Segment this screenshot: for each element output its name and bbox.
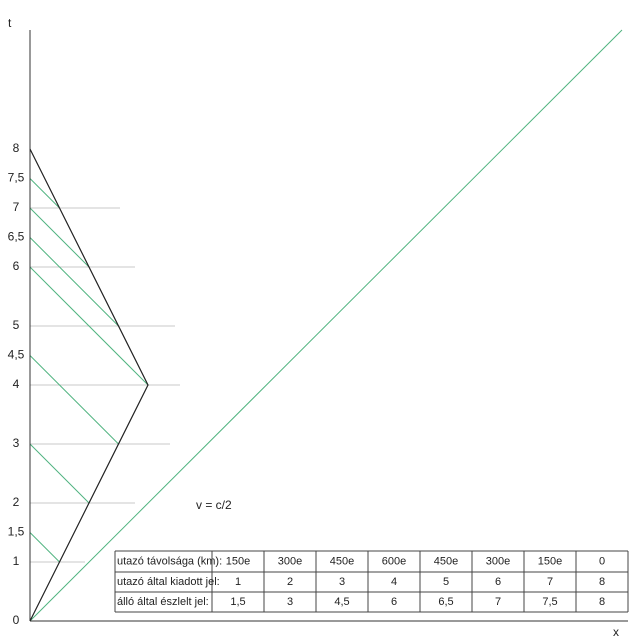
- t-ticks: 0 1 1,5 2 3 4 4,5 5 6 6,5 7 7,5 8: [8, 141, 25, 627]
- signal-line: [29, 207, 90, 268]
- light-line: [29, 29, 623, 622]
- table-cell: 300e: [486, 555, 510, 567]
- row-header: utazó által kiadott jel:: [117, 576, 220, 588]
- y-tick-label: 7,5: [8, 171, 25, 185]
- row-header: álló által észlelt jel:: [117, 596, 209, 608]
- emission-lines: [30, 207, 180, 563]
- table-cell: 300e: [278, 555, 302, 567]
- table-cell: 5: [443, 576, 449, 588]
- signal-line: [29, 237, 119, 327]
- table-cell: 150e: [226, 555, 250, 567]
- y-tick-label: 5: [13, 318, 20, 332]
- data-table: utazó távolsága (km): 150e 300e 450e 600e 450…: [114, 550, 629, 613]
- table-cell: 450e: [330, 555, 354, 567]
- table-cell: 2: [287, 576, 293, 588]
- table-cell: 450e: [434, 555, 458, 567]
- table-cell: 4,5: [334, 596, 349, 608]
- table-cell: 1: [235, 576, 241, 588]
- table-cell: 6,5: [438, 596, 453, 608]
- table-cell: 7: [547, 576, 553, 588]
- table-cell: 7,5: [542, 596, 557, 608]
- table-cell: 4: [391, 576, 397, 588]
- table-cell: 7: [495, 596, 501, 608]
- y-tick-label: 0: [13, 613, 20, 627]
- signal-line: [29, 178, 60, 209]
- table-cell: 600e: [382, 555, 406, 567]
- traveler-worldline: [29, 148, 149, 622]
- y-tick-label: 6: [13, 259, 20, 273]
- y-tick-label: 1,5: [8, 525, 25, 539]
- signal-line: [29, 532, 60, 563]
- y-tick-label: 1: [13, 554, 20, 568]
- signal-line: [29, 266, 149, 386]
- table-cell: 6: [495, 576, 501, 588]
- y-tick-label: 8: [13, 141, 20, 155]
- table-cell: 8: [599, 596, 605, 608]
- table-cell: 3: [287, 596, 293, 608]
- table-cell: 8: [599, 576, 605, 588]
- table-cell: 0: [599, 555, 605, 567]
- signal-line: [29, 355, 119, 445]
- y-tick-label: 7: [13, 200, 20, 214]
- table-cell: 150e: [538, 555, 562, 567]
- table-cell: 6: [391, 596, 397, 608]
- y-tick-label: 6,5: [8, 230, 25, 244]
- signal-lines: [29, 29, 623, 622]
- table-cell: 3: [339, 576, 345, 588]
- signal-line: [29, 443, 90, 504]
- y-tick-label: 4,5: [8, 348, 25, 362]
- y-tick-label: 3: [13, 436, 20, 450]
- t-axis-label: t: [8, 16, 12, 30]
- x-axis-label: x: [613, 625, 619, 639]
- y-tick-label: 4: [13, 377, 20, 391]
- table-cell: 1,5: [230, 596, 245, 608]
- annotation: v = c/2: [196, 498, 232, 512]
- row-header: utazó távolsága (km):: [117, 555, 222, 567]
- y-tick-label: 2: [13, 495, 20, 509]
